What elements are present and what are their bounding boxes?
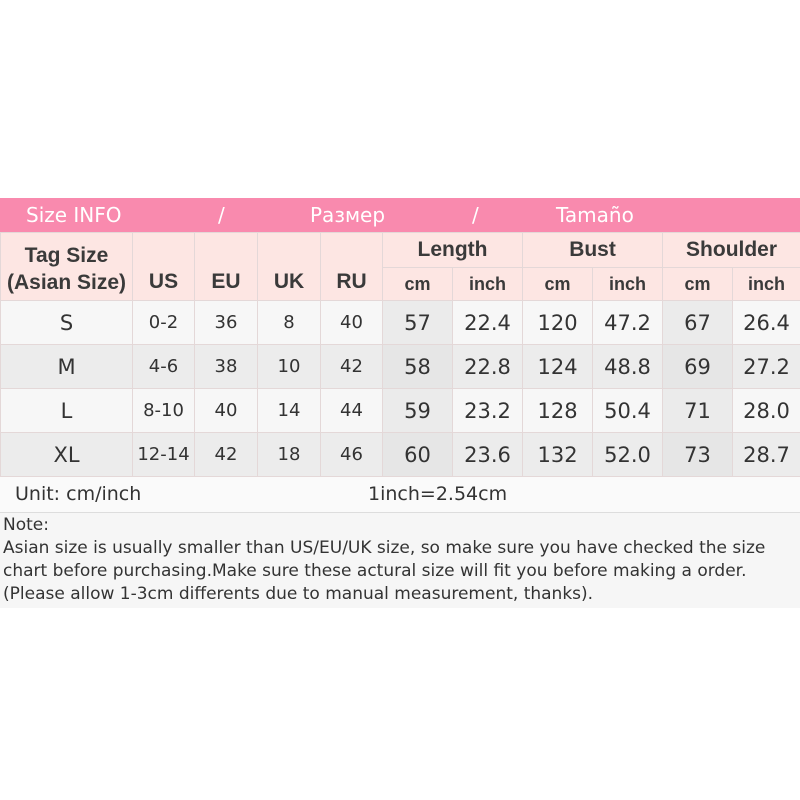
cell-length-cm: 59 [382, 388, 453, 433]
note-text: Asian size is usually smaller than US/EU… [3, 538, 766, 604]
unit-row: Unit: cm/inch 1inch=2.54cm [0, 477, 800, 513]
cell-uk: 10 [257, 344, 321, 389]
cell-bust-in: 50.4 [592, 388, 664, 433]
conversion-label: 1inch=2.54cm [368, 483, 508, 505]
unit-label: Unit: cm/inch [15, 483, 142, 505]
title-separator: / [218, 203, 225, 227]
title-bar: Size INFO / Размер / Tamaño [0, 198, 800, 232]
cell-size: M [0, 344, 133, 389]
cell-shoulder-in: 28.0 [732, 388, 800, 433]
cell-size: XL [0, 432, 133, 477]
table-row: M 4-6 38 10 42 58 22.8 124 48.8 69 27.2 [0, 344, 800, 389]
cell-length-in: 23.2 [451, 388, 524, 433]
cell-eu: 42 [194, 432, 258, 477]
cell-eu: 36 [194, 300, 258, 345]
title-english: Size INFO [26, 203, 122, 227]
cell-size: S [0, 300, 133, 345]
cell-uk: 14 [257, 388, 321, 433]
cell-bust-cm: 128 [522, 388, 594, 433]
header-us: US [132, 232, 195, 301]
note-section: Note: Asian size is usually smaller than… [0, 513, 800, 608]
cell-ru: 40 [320, 300, 383, 345]
cell-ru: 46 [320, 432, 383, 477]
table-row: L 8-10 40 14 44 59 23.2 128 50.4 71 28.0 [0, 388, 800, 433]
cell-ru: 42 [320, 344, 383, 389]
header-shoulder-cm: cm [662, 267, 734, 301]
cell-shoulder-cm: 67 [662, 300, 734, 345]
title-spanish: Tamaño [556, 203, 634, 227]
cell-shoulder-in: 27.2 [732, 344, 800, 389]
cell-shoulder-cm: 73 [662, 432, 734, 477]
size-chart: Size INFO / Размер / Tamaño Tag Size (Asi… [0, 198, 800, 608]
header-length-cm: cm [382, 267, 453, 301]
header-row: Tag Size (Asian Size) US EU UK RU Length … [0, 232, 800, 301]
unit-header-row: cm inch cm inch cm inch [1, 267, 800, 301]
cell-us: 8-10 [132, 388, 195, 433]
cell-bust-cm: 120 [522, 300, 594, 345]
cell-eu: 40 [194, 388, 258, 433]
cell-uk: 8 [257, 300, 321, 345]
table-row: XL 12-14 42 18 46 60 23.6 132 52.0 73 28.7 [0, 432, 800, 477]
asian-size-label: (Asian Size) [6, 271, 127, 294]
cell-bust-in: 47.2 [592, 300, 664, 345]
cell-us: 4-6 [132, 344, 195, 389]
cell-bust-cm: 132 [522, 432, 594, 477]
header-length: Length [381, 232, 524, 268]
cell-length-cm: 58 [382, 344, 453, 389]
cell-shoulder-cm: 69 [662, 344, 734, 389]
header-bust-cm: cm [522, 267, 594, 301]
tag-size-label: Tag Size [24, 244, 109, 267]
title-separator: / [472, 203, 479, 227]
cell-shoulder-cm: 71 [662, 388, 734, 433]
cell-length-cm: 60 [382, 432, 453, 477]
size-table: Tag Size (Asian Size) US EU UK RU Length … [0, 232, 800, 477]
cell-eu: 38 [194, 344, 258, 389]
title-russian: Размер [310, 203, 386, 227]
cell-bust-in: 52.0 [592, 432, 664, 477]
table-row: S 0-2 36 8 40 57 22.4 120 47.2 67 26.4 [0, 300, 800, 345]
cell-length-cm: 57 [382, 300, 453, 345]
cell-length-in: 22.4 [451, 300, 524, 345]
cell-bust-in: 48.8 [592, 344, 664, 389]
cell-length-in: 22.8 [451, 344, 524, 389]
header-shoulder: Shoulder [662, 232, 800, 268]
cell-bust-cm: 124 [522, 344, 594, 389]
cell-us: 12-14 [132, 432, 195, 477]
note-label: Note: [3, 515, 49, 535]
header-bust-inch: inch [592, 267, 664, 301]
header-uk: UK [257, 232, 321, 301]
cell-uk: 18 [257, 432, 321, 477]
header-tag-size: Tag Size (Asian Size) [0, 232, 133, 301]
cell-size: L [0, 388, 133, 433]
cell-ru: 44 [320, 388, 383, 433]
header-bust: Bust [522, 232, 664, 268]
header-length-inch: inch [451, 267, 524, 301]
cell-shoulder-in: 26.4 [732, 300, 800, 345]
cell-length-in: 23.6 [451, 432, 524, 477]
header-eu: EU [194, 232, 258, 301]
cell-us: 0-2 [132, 300, 195, 345]
cell-shoulder-in: 28.7 [732, 432, 800, 477]
header-ru: RU [320, 232, 383, 301]
header-shoulder-inch: inch [732, 267, 800, 301]
